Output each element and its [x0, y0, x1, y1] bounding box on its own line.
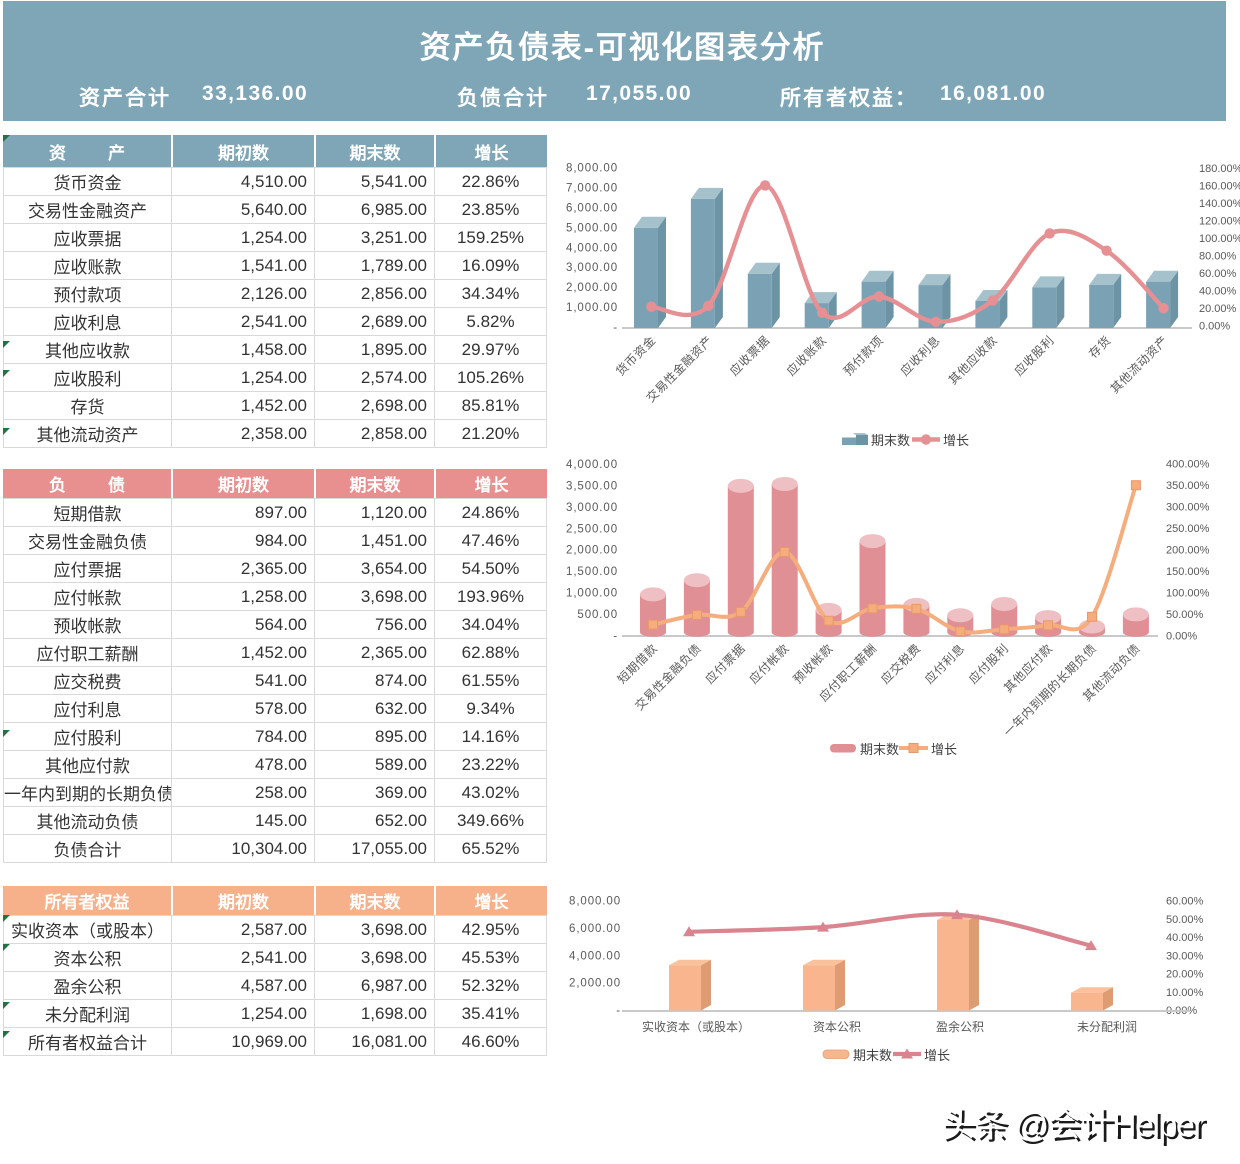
svg-text:500.00: 500.00: [577, 609, 618, 621]
svg-text:3,000.00: 3,000.00: [566, 262, 618, 274]
svg-text:0.00%: 0.00%: [1166, 630, 1197, 642]
svg-text:300.00%: 300.00%: [1166, 502, 1210, 514]
svg-text:1,000.00: 1,000.00: [566, 302, 618, 314]
svg-text:其他应付款: 其他应付款: [1000, 641, 1055, 696]
svg-text:-: -: [616, 1005, 621, 1017]
svg-text:实收资本（或股本）: 实收资本（或股本）: [642, 1019, 750, 1034]
svg-text:0.00%: 0.00%: [1199, 321, 1230, 333]
svg-text:应交税费: 应交税费: [878, 641, 924, 687]
svg-text:400.00%: 400.00%: [1166, 459, 1210, 471]
svg-text:160.00%: 160.00%: [1199, 181, 1240, 193]
svg-text:4,000.00: 4,000.00: [566, 242, 618, 254]
svg-text:40.00%: 40.00%: [1166, 932, 1204, 944]
svg-text:2,000.00: 2,000.00: [566, 545, 618, 557]
svg-text:应收账款: 应收账款: [783, 333, 829, 379]
svg-text:-: -: [613, 322, 618, 334]
svg-text:期末数: 期末数: [860, 742, 899, 757]
svg-text:资本公积: 资本公积: [813, 1020, 861, 1034]
svg-text:60.00%: 60.00%: [1199, 268, 1237, 280]
svg-text:4,000.00: 4,000.00: [566, 459, 618, 471]
svg-text:350.00%: 350.00%: [1166, 480, 1210, 492]
svg-text:预付款项: 预付款项: [841, 333, 886, 378]
svg-text:150.00%: 150.00%: [1166, 566, 1210, 578]
svg-text:50.00%: 50.00%: [1166, 609, 1204, 621]
svg-text:应付利息: 应付利息: [921, 641, 967, 687]
svg-text:增长: 增长: [924, 1048, 950, 1063]
svg-text:1,000.00: 1,000.00: [566, 588, 618, 600]
svg-text:6,000.00: 6,000.00: [569, 923, 621, 935]
svg-text:期末数: 期末数: [871, 433, 910, 448]
svg-text:应付帐款: 应付帐款: [746, 641, 792, 687]
svg-text:120.00%: 120.00%: [1199, 216, 1240, 228]
svg-text:180.00%: 180.00%: [1199, 163, 1240, 175]
svg-text:应付职工薪酬: 应付职工薪酬: [816, 641, 880, 705]
svg-text:140.00%: 140.00%: [1199, 198, 1240, 210]
svg-text:3,500.00: 3,500.00: [566, 481, 618, 493]
svg-text:60.00%: 60.00%: [1166, 896, 1204, 908]
svg-text:交易性金融负债: 交易性金融负债: [632, 641, 704, 713]
svg-text:10.00%: 10.00%: [1166, 987, 1204, 999]
svg-text:5,000.00: 5,000.00: [566, 222, 618, 234]
svg-text:应付票据: 应付票据: [702, 641, 748, 687]
svg-text:4,000.00: 4,000.00: [569, 950, 621, 962]
svg-text:短期借款: 短期借款: [615, 641, 660, 686]
svg-text:盈余公积: 盈余公积: [936, 1019, 984, 1034]
svg-text:2,000.00: 2,000.00: [569, 978, 621, 990]
svg-text:期末数: 期末数: [853, 1048, 892, 1063]
svg-text:存货: 存货: [1085, 333, 1113, 361]
svg-text:8,000.00: 8,000.00: [569, 896, 621, 908]
svg-text:其他流动负债: 其他流动负债: [1080, 641, 1143, 704]
svg-text:交易性金融资产: 交易性金融资产: [643, 333, 715, 405]
svg-text:8,000.00: 8,000.00: [566, 163, 618, 175]
svg-text:应收股利: 应收股利: [1011, 333, 1057, 379]
svg-text:100.00%: 100.00%: [1166, 587, 1210, 599]
svg-text:200.00%: 200.00%: [1166, 544, 1210, 556]
svg-text:增长: 增长: [943, 433, 969, 448]
svg-text:100.00%: 100.00%: [1199, 233, 1240, 245]
svg-text:30.00%: 30.00%: [1166, 950, 1204, 962]
svg-text:应收利息: 应收利息: [897, 333, 943, 379]
svg-text:80.00%: 80.00%: [1199, 251, 1237, 263]
svg-text:增长: 增长: [931, 742, 957, 757]
svg-text:一年内到期的长期负债: 一年内到期的长期负债: [1000, 641, 1099, 740]
svg-text:6,000.00: 6,000.00: [566, 202, 618, 214]
svg-text:1,500.00: 1,500.00: [566, 566, 618, 578]
svg-text:未分配利润: 未分配利润: [1077, 1020, 1137, 1034]
svg-text:其他应收款: 其他应收款: [945, 333, 1000, 388]
svg-text:0.00%: 0.00%: [1166, 1005, 1197, 1017]
svg-text:货币资金: 货币资金: [613, 333, 659, 379]
svg-text:应付股利: 应付股利: [965, 641, 1011, 687]
svg-text:7,000.00: 7,000.00: [566, 182, 618, 194]
svg-text:2,500.00: 2,500.00: [566, 523, 618, 535]
svg-text:-: -: [613, 630, 618, 642]
svg-text:40.00%: 40.00%: [1199, 286, 1237, 298]
svg-text:应收票据: 应收票据: [726, 333, 772, 379]
svg-text:预收帐款: 预收帐款: [790, 641, 836, 687]
svg-text:其他流动资产: 其他流动资产: [1108, 333, 1171, 396]
svg-text:50.00%: 50.00%: [1166, 914, 1204, 926]
svg-text:250.00%: 250.00%: [1166, 523, 1210, 535]
svg-text:3,000.00: 3,000.00: [566, 502, 618, 514]
svg-text:20.00%: 20.00%: [1199, 303, 1237, 315]
svg-text:2,000.00: 2,000.00: [566, 282, 618, 294]
svg-text:20.00%: 20.00%: [1166, 969, 1204, 981]
